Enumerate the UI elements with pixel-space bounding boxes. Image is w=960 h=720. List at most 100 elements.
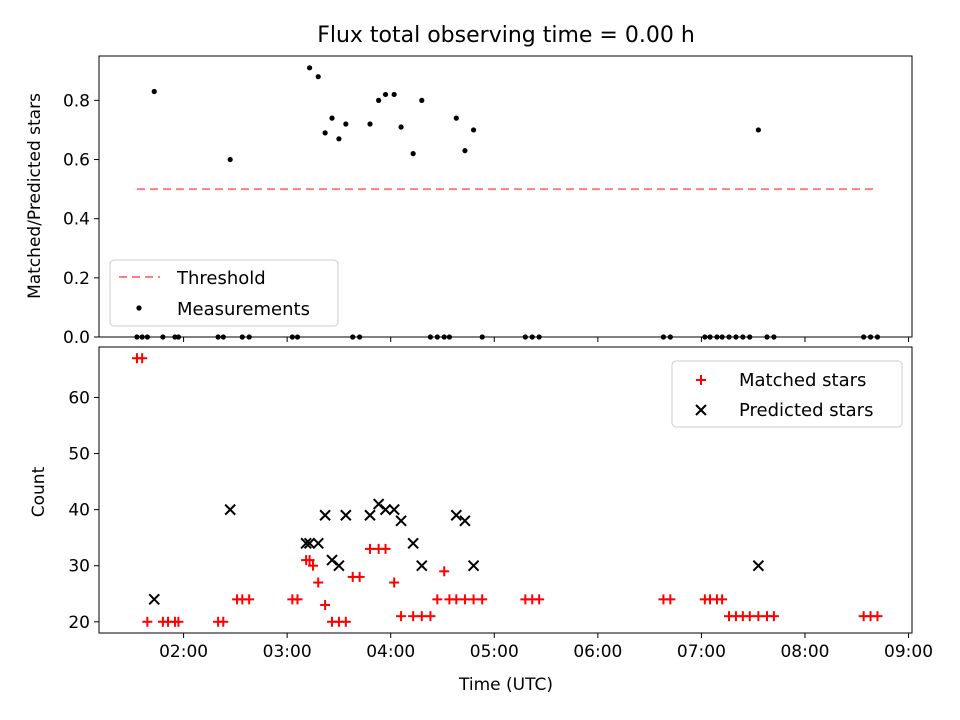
top-axes-frame (98, 55, 913, 338)
predicted-star-stroke (333, 559, 345, 572)
measurement-point (391, 91, 397, 98)
matched-star-point (665, 594, 676, 605)
top-y-tick-label: 0.8 (63, 91, 90, 111)
matched-star-point (320, 599, 331, 610)
predicted-star-stroke (395, 515, 407, 527)
measurement-point (239, 334, 245, 340)
measurement-point (134, 334, 140, 340)
predicted-star-stroke (148, 593, 160, 606)
predicted-star-point (300, 537, 312, 549)
measurement-point (376, 97, 382, 103)
legend-measurement-label: Measurements (177, 299, 310, 320)
matched-star-point (142, 616, 153, 627)
matched-star-point (451, 594, 462, 605)
predicted-star-point (303, 537, 316, 549)
measurement-point (441, 334, 447, 340)
measurement-point (175, 334, 182, 340)
matched-star-point (173, 616, 184, 627)
measurement-point (726, 334, 732, 340)
measurement-point (446, 334, 453, 340)
legend-threshold-label: Threshold (176, 268, 266, 289)
predicted-star-point (388, 503, 400, 516)
matched-star-point (439, 566, 450, 577)
measurement-point (398, 124, 404, 130)
measurement-point (733, 334, 739, 340)
matched-star-point (380, 543, 391, 554)
measurement-point (160, 334, 166, 340)
matched-star-point (137, 353, 148, 364)
matched-star-point (304, 555, 315, 566)
predicted-star-stroke (326, 554, 338, 566)
top-y-axis-label: Matched/Predicted stars (25, 93, 45, 299)
predicted-star-stroke (450, 509, 463, 521)
predicted-star-stroke (467, 559, 480, 572)
top-y-tick-label: 0.0 (63, 328, 90, 348)
predicted-star-stroke (388, 503, 400, 516)
predicted-star-point (416, 559, 428, 572)
legend-predicted-swatch-b (695, 404, 707, 416)
measurement-point (410, 151, 416, 157)
predicted-star-stroke (340, 509, 352, 521)
matched-star-point (753, 611, 764, 622)
predicted-star-point (148, 593, 160, 606)
x-tick-label: 04:00 (366, 642, 415, 662)
measurement-point (702, 334, 708, 340)
matched-star-point (396, 611, 407, 622)
measurement-point (764, 334, 770, 340)
measurement-point (861, 334, 867, 340)
x-tick-label: 02:00 (159, 642, 208, 662)
predicted-star-stroke (459, 515, 471, 527)
measurement-point (453, 115, 459, 121)
measurement-point (306, 65, 313, 71)
measurement-point (714, 334, 720, 340)
predicted-star-point (379, 503, 392, 516)
bottom-y-tick-label: 40 (68, 501, 90, 521)
matched-star-point (244, 594, 255, 605)
matched-star-point (389, 577, 400, 588)
predicted-star-stroke (300, 537, 312, 549)
predicted-star-point (224, 503, 236, 516)
predicted-star-stroke (364, 509, 376, 521)
measurement-point (740, 334, 746, 340)
measurement-point (289, 334, 295, 340)
matched-star-point (717, 594, 728, 605)
measurement-point (215, 334, 221, 340)
measurement-point (336, 136, 342, 142)
measurement-point (227, 156, 233, 163)
predicted-star-point (312, 537, 324, 549)
top-legend-box (109, 259, 339, 327)
measurement-point (294, 334, 301, 340)
measurement-point (434, 334, 440, 340)
measurement-point (536, 334, 542, 340)
measurement-point (747, 334, 753, 340)
matched-star-point (534, 594, 545, 605)
predicted-star-stroke (319, 509, 331, 521)
predicted-star-point (450, 509, 463, 521)
matched-star-point (292, 594, 303, 605)
measurement-point (419, 97, 425, 103)
measurement-point (329, 115, 335, 121)
measurement-point (427, 334, 434, 340)
legend-predicted-label: Predicted stars (739, 400, 873, 421)
bottom-y-axis-label: Count (29, 466, 49, 517)
measurement-point (315, 74, 321, 80)
measurement-point (719, 334, 725, 340)
measurement-point (367, 121, 373, 127)
top-axes: 0.0 0.2 0.4 0.6 0.8 Threshold Measurements (63, 55, 913, 348)
x-tick-label: 09:00 (884, 642, 933, 662)
predicted-star-stroke (372, 498, 385, 510)
measurement-point (357, 334, 363, 340)
measurement-point (771, 334, 777, 340)
matched-star-point (459, 594, 470, 605)
measurement-point (874, 334, 881, 340)
matched-star-point (432, 594, 443, 605)
chart-title: Flux total observing time = 0.00 h (317, 23, 695, 48)
x-axis-label: Time (UTC) (458, 675, 553, 695)
x-tick-label: 06:00 (573, 642, 622, 662)
predicted-star-point (319, 509, 331, 521)
predicted-star-point (752, 559, 765, 572)
predicted-star-point (340, 509, 352, 521)
measurement-point (667, 334, 673, 340)
predicted-star-stroke (416, 559, 428, 572)
bottom-axes: 02:00 03:00 04:00 05:00 06:00 07:00 08:00 09:00… (68, 346, 933, 662)
